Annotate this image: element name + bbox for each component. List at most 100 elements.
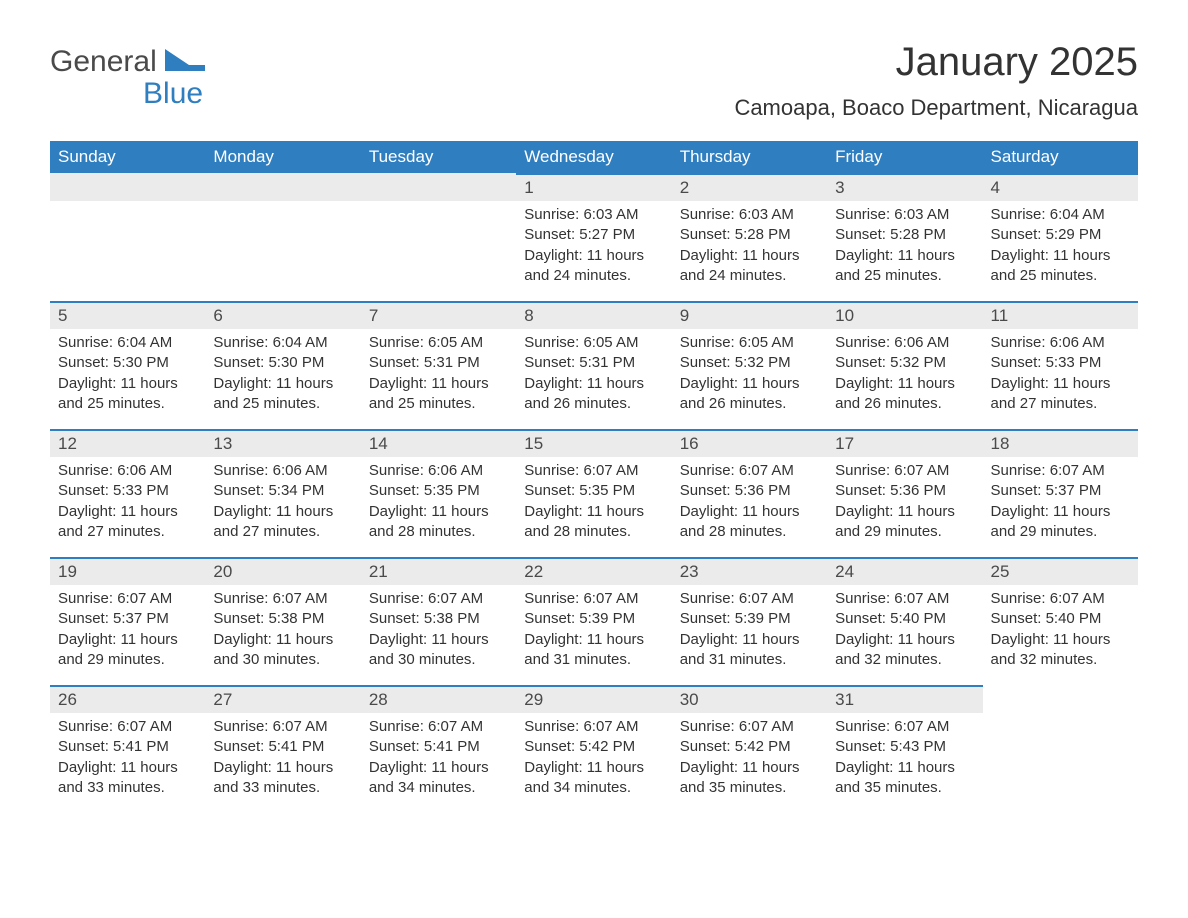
- sunrise-line: Sunrise: 6:04 AM: [991, 205, 1130, 225]
- sunrise-line: Sunrise: 6:05 AM: [680, 333, 819, 353]
- calendar-week-row: 19Sunrise: 6:07 AMSunset: 5:37 PMDayligh…: [50, 557, 1138, 685]
- daylight-line: Daylight: 11 hours and 28 minutes.: [524, 502, 663, 543]
- day-number: 12: [50, 429, 205, 457]
- calendar-cell: 11Sunrise: 6:06 AMSunset: 5:33 PMDayligh…: [983, 301, 1138, 429]
- calendar-cell: 23Sunrise: 6:07 AMSunset: 5:39 PMDayligh…: [672, 557, 827, 685]
- sunrise-line: Sunrise: 6:07 AM: [680, 589, 819, 609]
- daylight-line: Daylight: 11 hours and 34 minutes.: [524, 758, 663, 799]
- calendar-cell: 19Sunrise: 6:07 AMSunset: 5:37 PMDayligh…: [50, 557, 205, 685]
- daylight-line: Daylight: 11 hours and 29 minutes.: [991, 502, 1130, 543]
- location-subtitle: Camoapa, Boaco Department, Nicaragua: [734, 95, 1138, 121]
- sunset-line: Sunset: 5:33 PM: [991, 353, 1130, 373]
- day-details: Sunrise: 6:07 AMSunset: 5:42 PMDaylight:…: [672, 713, 827, 806]
- sunset-line: Sunset: 5:30 PM: [213, 353, 352, 373]
- daylight-line: Daylight: 11 hours and 25 minutes.: [369, 374, 508, 415]
- sunrise-line: Sunrise: 6:07 AM: [524, 589, 663, 609]
- empty-day-bar: [361, 173, 516, 201]
- empty-day-bar: [205, 173, 360, 201]
- calendar-cell: [983, 685, 1138, 813]
- sunrise-line: Sunrise: 6:07 AM: [58, 589, 197, 609]
- sunrise-line: Sunrise: 6:07 AM: [369, 589, 508, 609]
- sunrise-line: Sunrise: 6:07 AM: [835, 717, 974, 737]
- sunset-line: Sunset: 5:30 PM: [58, 353, 197, 373]
- calendar-cell: 27Sunrise: 6:07 AMSunset: 5:41 PMDayligh…: [205, 685, 360, 813]
- daylight-line: Daylight: 11 hours and 26 minutes.: [680, 374, 819, 415]
- sunrise-line: Sunrise: 6:06 AM: [213, 461, 352, 481]
- daylight-line: Daylight: 11 hours and 32 minutes.: [991, 630, 1130, 671]
- sunset-line: Sunset: 5:41 PM: [58, 737, 197, 757]
- day-number: 15: [516, 429, 671, 457]
- daylight-line: Daylight: 11 hours and 27 minutes.: [213, 502, 352, 543]
- sunset-line: Sunset: 5:38 PM: [369, 609, 508, 629]
- sunset-line: Sunset: 5:41 PM: [213, 737, 352, 757]
- day-number: 14: [361, 429, 516, 457]
- day-details: Sunrise: 6:07 AMSunset: 5:38 PMDaylight:…: [361, 585, 516, 678]
- day-number: 2: [672, 173, 827, 201]
- day-header: Sunday: [50, 141, 205, 173]
- day-number: 31: [827, 685, 982, 713]
- day-number: 16: [672, 429, 827, 457]
- sunset-line: Sunset: 5:41 PM: [369, 737, 508, 757]
- sunset-line: Sunset: 5:27 PM: [524, 225, 663, 245]
- day-number: 21: [361, 557, 516, 585]
- empty-day-bar: [50, 173, 205, 201]
- day-number: 9: [672, 301, 827, 329]
- calendar-cell: 29Sunrise: 6:07 AMSunset: 5:42 PMDayligh…: [516, 685, 671, 813]
- day-details: Sunrise: 6:05 AMSunset: 5:31 PMDaylight:…: [361, 329, 516, 422]
- calendar-week-row: 1Sunrise: 6:03 AMSunset: 5:27 PMDaylight…: [50, 173, 1138, 301]
- daylight-line: Daylight: 11 hours and 35 minutes.: [835, 758, 974, 799]
- daylight-line: Daylight: 11 hours and 28 minutes.: [680, 502, 819, 543]
- logo: General Blue: [50, 40, 205, 109]
- sunset-line: Sunset: 5:40 PM: [835, 609, 974, 629]
- day-header: Saturday: [983, 141, 1138, 173]
- calendar-cell: [361, 173, 516, 301]
- sunrise-line: Sunrise: 6:07 AM: [524, 717, 663, 737]
- calendar-cell: 13Sunrise: 6:06 AMSunset: 5:34 PMDayligh…: [205, 429, 360, 557]
- daylight-line: Daylight: 11 hours and 29 minutes.: [58, 630, 197, 671]
- sunset-line: Sunset: 5:28 PM: [835, 225, 974, 245]
- sunrise-line: Sunrise: 6:03 AM: [835, 205, 974, 225]
- sunrise-line: Sunrise: 6:04 AM: [58, 333, 197, 353]
- calendar-cell: [50, 173, 205, 301]
- day-details: Sunrise: 6:07 AMSunset: 5:39 PMDaylight:…: [516, 585, 671, 678]
- day-details: Sunrise: 6:07 AMSunset: 5:37 PMDaylight:…: [50, 585, 205, 678]
- calendar-cell: 12Sunrise: 6:06 AMSunset: 5:33 PMDayligh…: [50, 429, 205, 557]
- day-number: 8: [516, 301, 671, 329]
- day-number: 25: [983, 557, 1138, 585]
- sunset-line: Sunset: 5:39 PM: [524, 609, 663, 629]
- daylight-line: Daylight: 11 hours and 28 minutes.: [369, 502, 508, 543]
- day-details: Sunrise: 6:07 AMSunset: 5:40 PMDaylight:…: [827, 585, 982, 678]
- day-number: 27: [205, 685, 360, 713]
- calendar-cell: 3Sunrise: 6:03 AMSunset: 5:28 PMDaylight…: [827, 173, 982, 301]
- daylight-line: Daylight: 11 hours and 25 minutes.: [58, 374, 197, 415]
- sunrise-line: Sunrise: 6:06 AM: [991, 333, 1130, 353]
- day-number: 22: [516, 557, 671, 585]
- sunset-line: Sunset: 5:34 PM: [213, 481, 352, 501]
- sunset-line: Sunset: 5:31 PM: [369, 353, 508, 373]
- calendar-week-row: 26Sunrise: 6:07 AMSunset: 5:41 PMDayligh…: [50, 685, 1138, 813]
- day-header: Thursday: [672, 141, 827, 173]
- header-row: General Blue January 2025 Camoapa, Boaco…: [50, 40, 1138, 135]
- calendar-cell: 28Sunrise: 6:07 AMSunset: 5:41 PMDayligh…: [361, 685, 516, 813]
- logo-text-top: General: [50, 45, 157, 78]
- day-details: Sunrise: 6:03 AMSunset: 5:28 PMDaylight:…: [827, 201, 982, 294]
- day-details: Sunrise: 6:07 AMSunset: 5:39 PMDaylight:…: [672, 585, 827, 678]
- day-details: Sunrise: 6:04 AMSunset: 5:30 PMDaylight:…: [50, 329, 205, 422]
- day-number: 18: [983, 429, 1138, 457]
- day-details: Sunrise: 6:07 AMSunset: 5:41 PMDaylight:…: [50, 713, 205, 806]
- calendar-cell: 20Sunrise: 6:07 AMSunset: 5:38 PMDayligh…: [205, 557, 360, 685]
- day-details: Sunrise: 6:06 AMSunset: 5:32 PMDaylight:…: [827, 329, 982, 422]
- sunset-line: Sunset: 5:38 PM: [213, 609, 352, 629]
- day-number: 24: [827, 557, 982, 585]
- daylight-line: Daylight: 11 hours and 30 minutes.: [369, 630, 508, 671]
- sunset-line: Sunset: 5:42 PM: [524, 737, 663, 757]
- day-details: Sunrise: 6:05 AMSunset: 5:31 PMDaylight:…: [516, 329, 671, 422]
- day-number: 7: [361, 301, 516, 329]
- logo-text: General Blue: [50, 40, 205, 109]
- sunrise-line: Sunrise: 6:03 AM: [680, 205, 819, 225]
- daylight-line: Daylight: 11 hours and 24 minutes.: [524, 246, 663, 287]
- calendar-cell: 8Sunrise: 6:05 AMSunset: 5:31 PMDaylight…: [516, 301, 671, 429]
- day-details: Sunrise: 6:07 AMSunset: 5:35 PMDaylight:…: [516, 457, 671, 550]
- logo-text-bottom: Blue: [50, 78, 205, 110]
- sunset-line: Sunset: 5:42 PM: [680, 737, 819, 757]
